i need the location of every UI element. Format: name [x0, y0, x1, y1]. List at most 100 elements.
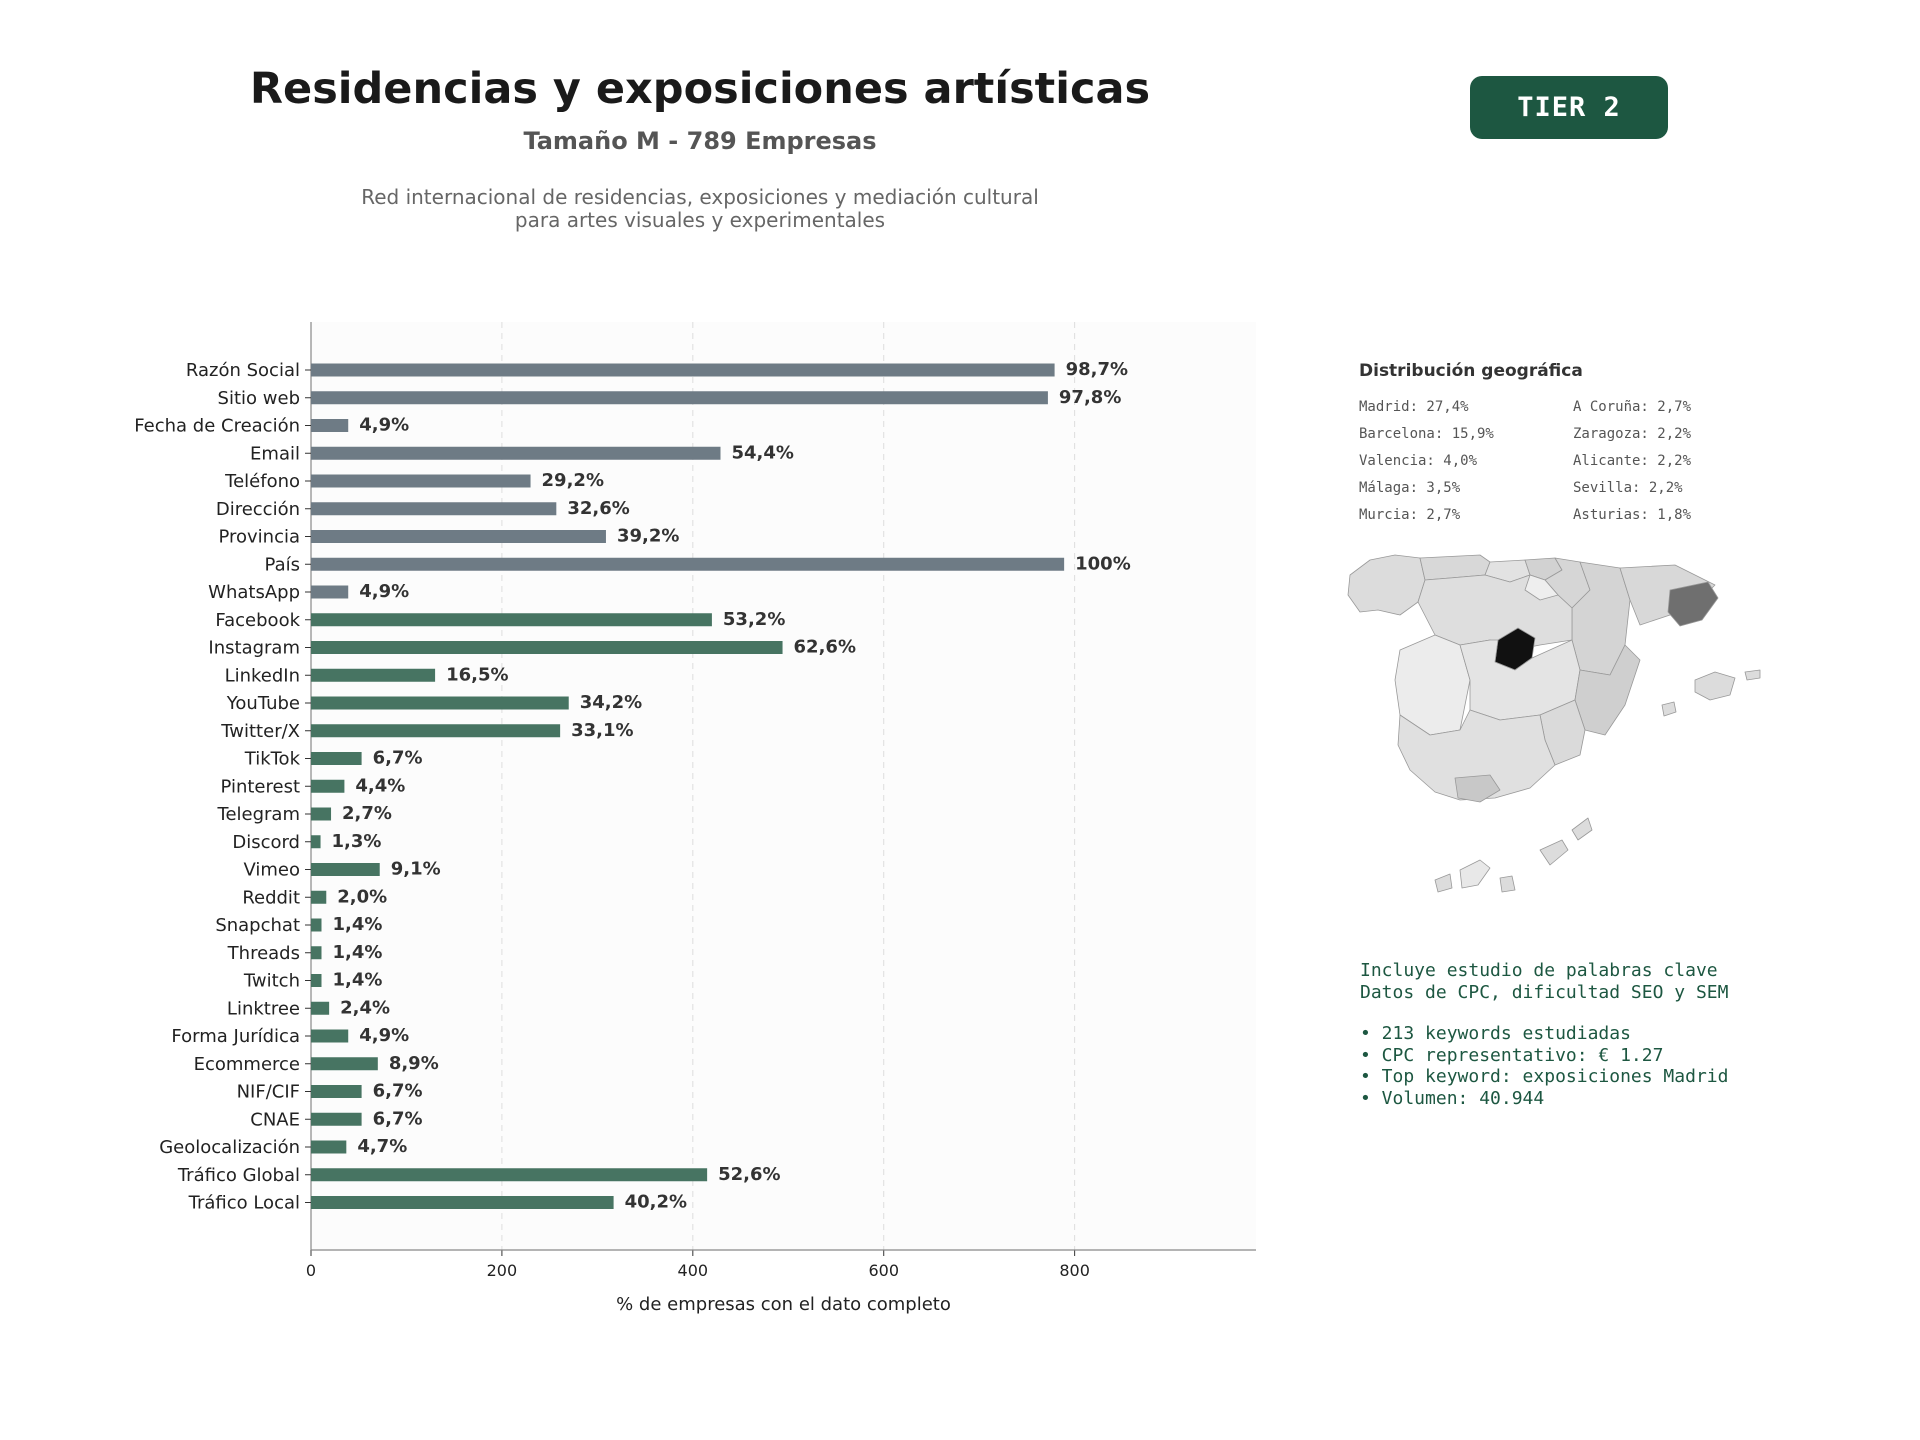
bar [311, 724, 561, 738]
x-tick-label: 600 [868, 1261, 899, 1280]
bar-value-label: 4,9% [359, 1025, 409, 1046]
bar [311, 863, 380, 876]
map-region-menorca [1744, 669, 1761, 681]
category-label: Discord [232, 832, 300, 853]
bar-value-label: 2,7% [342, 803, 392, 824]
x-tick-label: 0 [306, 1261, 316, 1280]
bar [311, 1057, 378, 1071]
category-label: Instagram [208, 638, 300, 659]
tier-badge: TIER 2 [1470, 76, 1668, 139]
description-line-2: para artes visuales y experimentales [514, 208, 886, 232]
info-bullet-2: • CPC representativo: € 1.27 [1360, 1044, 1664, 1066]
info-bullet-3: • Top keyword: exposiciones Madrid [1360, 1066, 1729, 1087]
bar-value-label: 62,6% [794, 637, 856, 658]
category-label: Twitter/X [220, 721, 300, 742]
bar [311, 890, 327, 904]
category-label: Provincia [218, 527, 300, 548]
map-region-canarias-3 [1499, 875, 1516, 893]
map-region-canarias-2 [1459, 859, 1491, 889]
bar [311, 668, 436, 682]
bar [311, 474, 531, 488]
geo-item: Asturias: 1,8% [1573, 507, 1692, 523]
bar-value-label: 98,7% [1066, 359, 1128, 380]
bar-value-label: 1,3% [332, 831, 382, 852]
bar-value-label: 53,2% [723, 609, 785, 630]
category-label: Tráfico Global [177, 1165, 300, 1186]
x-tick-label: 200 [487, 1261, 518, 1280]
category-label: CNAE [250, 1109, 300, 1130]
map-region-barcelona [1667, 581, 1719, 627]
category-label: LinkedIn [225, 665, 300, 686]
category-label: WhatsApp [208, 582, 300, 603]
category-label: YouTube [226, 693, 300, 714]
category-label: TikTok [244, 749, 301, 770]
geo-item: Murcia: 2,7% [1359, 507, 1461, 523]
keyword-info: Incluye estudio de palabras clave Datos … [1360, 960, 1900, 1109]
category-label: Telegram [217, 804, 300, 825]
bar [311, 752, 362, 765]
geo-item: Málaga: 3,5% [1359, 480, 1461, 496]
bar [311, 613, 712, 627]
bar [311, 696, 569, 710]
bar-value-label: 32,6% [567, 498, 629, 519]
bar-value-label: 29,2% [542, 470, 604, 491]
bar-value-label: 4,9% [359, 415, 409, 436]
bar-value-label: 4,9% [359, 581, 409, 602]
bar [311, 557, 1065, 571]
bar [311, 363, 1055, 377]
page-title: Residencias y exposiciones artísticas [249, 64, 1151, 114]
category-label: Tráfico Local [188, 1193, 300, 1214]
bar-value-label: 52,6% [718, 1164, 780, 1185]
bar-value-label: 40,2% [625, 1192, 687, 1213]
info-bullet-1: • 213 keywords estudiadas [1360, 1023, 1631, 1044]
bar [311, 1085, 362, 1098]
bar-value-label: 4,7% [357, 1136, 407, 1157]
geo-distribution-title: Distribución geográfica [1359, 361, 1583, 381]
category-label: Dirección [216, 499, 300, 520]
bar [311, 641, 783, 654]
category-label: NIF/CIF [237, 1082, 300, 1103]
bar [311, 1029, 349, 1043]
x-tick-label: 400 [678, 1261, 709, 1280]
info-line-2: Datos de CPC, dificultad SEO y SEM [1360, 981, 1729, 1003]
bar-value-label: 97,8% [1059, 387, 1121, 408]
map-region-malaga [1454, 774, 1501, 803]
category-label: Teléfono [224, 471, 300, 492]
bar-value-label: 34,2% [580, 692, 642, 713]
category-label: Razón Social [186, 360, 300, 381]
spain-map [1340, 540, 1845, 910]
bar [311, 974, 322, 987]
bar-value-label: 9,1% [391, 859, 441, 880]
info-spacer [1360, 1003, 1900, 1023]
map-region-canarias-1 [1434, 873, 1453, 893]
bar-chart: 0 200 400 600 800 Razón Social 98,7% Sitio web 9… [134, 322, 1256, 1315]
bar-value-label: 6,7% [373, 748, 423, 769]
bar [311, 918, 322, 932]
category-label: Snapchat [215, 915, 300, 936]
page-subtitle: Tamaño M - 789 Empresas [523, 127, 877, 155]
map-region-galicia [1347, 554, 1426, 616]
geo-item: A Coruña: 2,7% [1573, 399, 1692, 415]
bar-value-label: 33,1% [571, 720, 633, 741]
bar-value-label: 6,7% [373, 1081, 423, 1102]
category-label: Pinterest [220, 776, 300, 797]
bar-value-label: 1,4% [333, 914, 383, 935]
bar-value-label: 16,5% [446, 664, 508, 685]
category-label: Fecha de Creación [134, 416, 300, 437]
page-description: Red internacional de residencias, exposi… [140, 186, 1260, 232]
info-bullet-4: • Volumen: 40.944 [1360, 1087, 1545, 1109]
bar [311, 779, 345, 793]
category-label: País [265, 554, 300, 575]
bar-value-label: 2,0% [337, 886, 387, 907]
bar-value-label: 2,4% [340, 997, 390, 1018]
bar [311, 807, 332, 821]
category-label: Geolocalización [159, 1137, 300, 1158]
description-line-1: Red internacional de residencias, exposi… [361, 185, 1039, 209]
bar [311, 1196, 614, 1209]
bar-value-label: 54,4% [732, 442, 794, 463]
category-label: Email [250, 443, 300, 464]
map-region-ibiza [1661, 701, 1677, 717]
x-tick-label: 800 [1059, 1261, 1090, 1280]
bar-value-label: 39,2% [617, 526, 679, 547]
bar-value-label: 100% [1075, 553, 1131, 574]
